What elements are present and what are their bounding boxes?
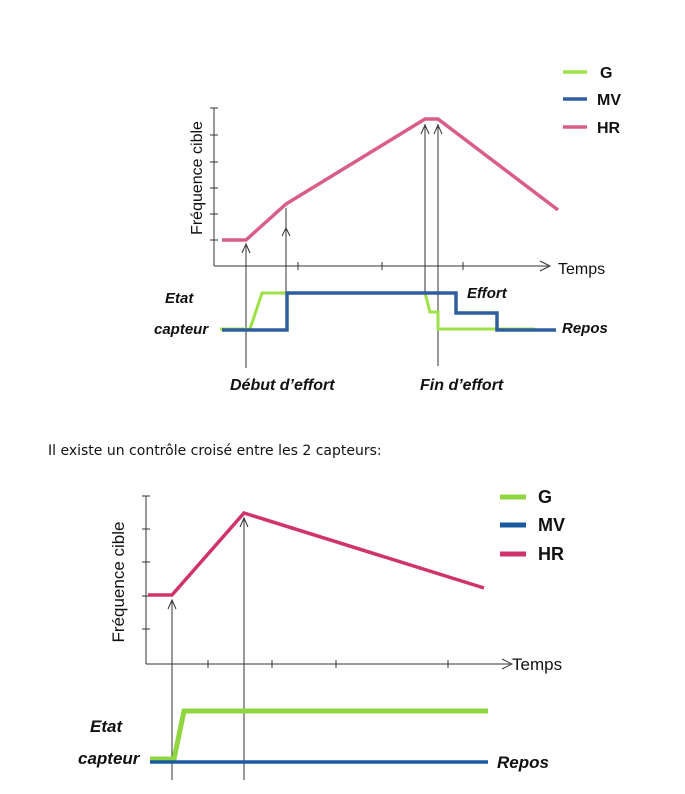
legend-label-g-2: G <box>538 487 552 507</box>
legend-2: G MV HR <box>500 487 565 564</box>
legend-label-mv-1: MV <box>597 92 621 109</box>
caption-text: Il existe un contrôle croisé entre les 2… <box>48 443 382 459</box>
y-ticks-2 <box>142 495 150 630</box>
repos-label-1: Repos <box>562 320 608 337</box>
state-label-1b: capteur <box>154 321 209 338</box>
state-label-1a: Etat <box>165 290 194 307</box>
x-ticks-1 <box>297 262 464 270</box>
g-state-line-1 <box>220 291 535 331</box>
x-ticks-2 <box>207 660 449 668</box>
legend-label-hr-2: HR <box>538 544 564 564</box>
x-axis-label-2: Temps <box>512 655 562 674</box>
y-axis-label-2: Fréquence cible <box>109 522 128 643</box>
x-axis-arrow-1 <box>539 260 552 272</box>
x-axis-arrow-2 <box>501 658 514 670</box>
start-effort-label: Début d’effort <box>230 377 335 394</box>
mv-state-line-1 <box>222 291 556 332</box>
hr-curve-1 <box>222 117 560 242</box>
diagram-2: Fréquence cible Temps Etat capteur Repos… <box>78 487 565 780</box>
y-ticks-1 <box>210 107 218 241</box>
legend-1: G MV HR <box>563 65 621 137</box>
state-label-2a: Etat <box>90 717 123 736</box>
legend-label-mv-2: MV <box>538 515 565 535</box>
x-axis-label-1: Temps <box>558 261 605 278</box>
hr-curve-2 <box>148 510 485 597</box>
state-label-2b: capteur <box>78 749 141 768</box>
y-axis-label-1: Fréquence cible <box>189 121 206 235</box>
legend-label-g-1: G <box>600 65 612 82</box>
end-effort-label: Fin d’effort <box>420 377 504 394</box>
effort-label-1: Effort <box>467 285 508 302</box>
legend-label-hr-1: HR <box>597 120 621 137</box>
repos-label-2: Repos <box>497 753 549 772</box>
diagram-1: Fréquence cible Temps Etat capteur Effor… <box>154 65 621 394</box>
g-state-line-2 <box>150 708 488 762</box>
event-arrows-2 <box>167 516 249 780</box>
